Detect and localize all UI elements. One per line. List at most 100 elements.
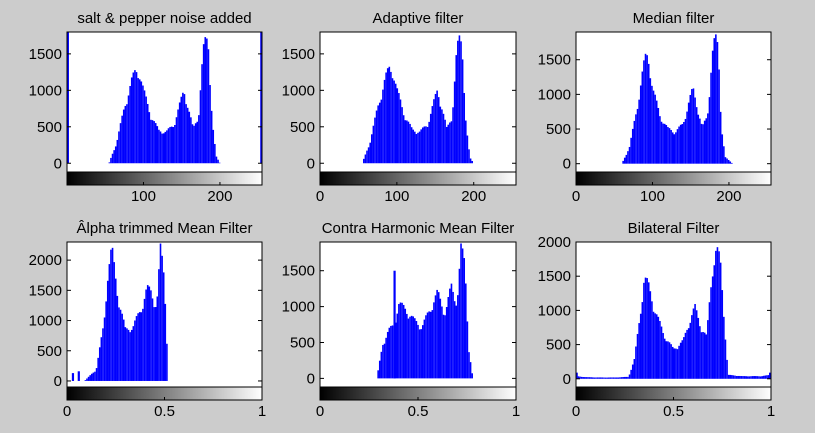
histogram-bar <box>449 122 451 164</box>
histogram-bar <box>663 123 666 164</box>
histogram-bar <box>374 117 376 164</box>
histogram-bar <box>156 296 159 381</box>
x-tick-label: 200 <box>716 188 741 205</box>
histogram-bar <box>110 157 112 164</box>
histogram-bar <box>434 93 437 164</box>
histogram-bar <box>142 85 144 164</box>
histogram-bar <box>465 283 467 379</box>
y-tick-label: 1500 <box>29 282 62 299</box>
histogram-bar <box>126 104 128 164</box>
histogram-bar <box>695 107 698 164</box>
histogram-bar <box>113 262 115 381</box>
histogram-bar <box>414 131 416 164</box>
histogram-bar <box>143 298 146 381</box>
histogram-bar <box>655 100 658 164</box>
histogram-bar <box>655 314 658 379</box>
x-tick-label: 1 <box>767 403 775 420</box>
histogram-bar <box>447 124 450 164</box>
histogram-bar <box>207 49 210 164</box>
histogram-bar <box>617 377 620 379</box>
histogram-bar <box>418 131 421 164</box>
histogram-bar <box>441 109 443 164</box>
histogram-bar <box>745 376 748 379</box>
histogram-bar <box>729 161 732 164</box>
histogram-bar <box>137 78 139 164</box>
histogram-bar <box>158 129 160 164</box>
histogram-bar <box>683 121 685 164</box>
grayscale-colorbar <box>575 171 772 186</box>
histogram-bar <box>623 376 626 379</box>
histogram-bar <box>193 125 195 164</box>
histogram-bar <box>150 119 152 164</box>
subplot-3: 0 500 1000 1500 0 100 200 Median filter <box>538 10 772 205</box>
histogram-bar <box>404 120 407 164</box>
histogram-bar <box>212 129 215 164</box>
histogram-bar <box>671 346 674 379</box>
histogram-bars <box>622 34 733 164</box>
histogram-bar <box>471 160 473 164</box>
histogram-bar <box>646 278 648 379</box>
y-tick-label: 1000 <box>282 82 315 99</box>
histogram-bar <box>601 377 604 379</box>
histogram-bar <box>633 359 636 379</box>
histogram-bar <box>421 127 424 164</box>
histogram-bar <box>455 305 458 379</box>
histogram-bar <box>217 159 219 164</box>
y-tick-label: 0 <box>54 155 62 172</box>
histogram-bar <box>377 370 379 379</box>
histogram-bar <box>388 327 391 379</box>
chart-title: Median filter <box>633 10 715 27</box>
histogram-bar <box>145 96 147 164</box>
histogram-bar <box>143 90 146 164</box>
histogram-bar <box>466 321 469 379</box>
histogram-bar <box>429 113 432 164</box>
histogram-bar <box>414 318 416 379</box>
histogram-bar <box>412 129 415 164</box>
x-tick-label: 0 <box>316 403 324 420</box>
histogram-bar <box>750 376 752 379</box>
histogram-bar <box>692 88 695 164</box>
histogram-bar <box>428 121 430 164</box>
histogram-bar <box>111 247 114 381</box>
histogram-bar <box>686 111 688 164</box>
histogram-bar <box>84 380 87 381</box>
histogram-bar <box>759 376 762 379</box>
x-tick-label: 0.5 <box>408 403 429 420</box>
histogram-bar <box>390 71 392 164</box>
histogram-bar <box>119 309 122 381</box>
histogram-bar <box>707 320 709 379</box>
histogram-bar <box>445 126 448 164</box>
histogram-bar <box>209 85 211 164</box>
histogram-bar <box>649 78 652 164</box>
histogram-bar <box>471 373 473 379</box>
subplot-6: 0 500 1000 1500 2000 0 0.5 1 Bilateral Filter <box>538 220 776 420</box>
histogram-bar <box>694 97 696 164</box>
histogram-bar <box>686 329 688 379</box>
histogram-bar <box>407 121 410 164</box>
x-tick-label: 0 <box>63 403 71 420</box>
histogram-bar <box>668 342 671 379</box>
histogram-bar <box>719 262 722 379</box>
histogram-bar <box>442 113 445 164</box>
histogram-bar <box>367 147 370 164</box>
histogram-bar <box>166 130 168 164</box>
histogram-bar <box>162 133 165 164</box>
histogram-bar <box>159 243 162 381</box>
histogram-bar <box>431 106 434 164</box>
histogram-bar <box>401 302 403 379</box>
histogram-bar <box>716 42 719 164</box>
y-tick-label: 1000 <box>29 313 62 330</box>
histogram-bar <box>735 375 738 379</box>
histogram-bar <box>679 342 682 379</box>
histogram-bar <box>124 327 127 381</box>
chart-title: Contra Harmonic Mean Filter <box>322 220 515 237</box>
histogram-bar <box>138 79 141 164</box>
histogram-bar <box>377 105 379 164</box>
histogram-bar <box>643 282 645 379</box>
histogram-bar <box>402 304 405 379</box>
y-tick-label: 500 <box>37 119 62 136</box>
histogram-bar <box>622 160 624 164</box>
histogram-bar <box>129 85 131 164</box>
histogram-spike <box>393 270 396 379</box>
histogram-bar <box>150 290 152 381</box>
